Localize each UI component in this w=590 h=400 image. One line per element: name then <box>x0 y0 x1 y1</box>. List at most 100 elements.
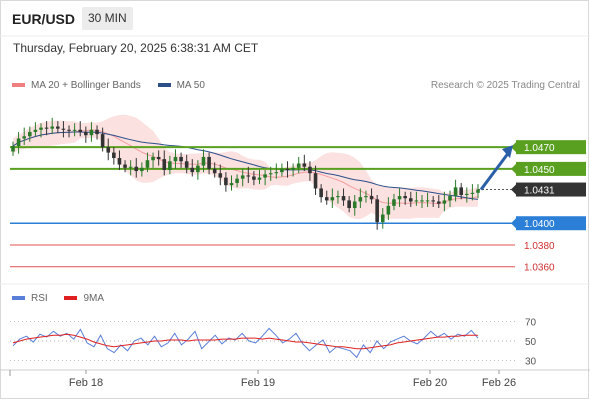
candle-body <box>263 174 267 178</box>
candle-body <box>308 166 312 174</box>
rsi-tick-label: 70 <box>525 318 537 329</box>
candle-body <box>16 138 21 147</box>
candle-body <box>302 163 307 167</box>
candle-body <box>56 126 60 129</box>
candle-body <box>268 173 273 175</box>
candle-body <box>464 193 469 195</box>
candle-body <box>436 201 441 204</box>
candle-body <box>162 159 167 170</box>
symbol-title: EUR/USD <box>12 11 76 27</box>
candle-body <box>375 199 379 223</box>
rsi-label: RSI <box>31 293 48 304</box>
candle-body <box>380 214 385 223</box>
x-tick-label: Feb 26 <box>482 377 516 389</box>
candle-body <box>364 196 368 198</box>
last-price-tag <box>516 182 586 197</box>
projection-arrow-line <box>479 151 511 191</box>
candle-body <box>218 173 223 178</box>
level-tag-resistance_2 <box>516 140 586 155</box>
rsi-line <box>12 327 479 359</box>
candle-body <box>235 178 239 184</box>
level-label-pivot: 1.0400 <box>524 219 555 230</box>
candle-body <box>22 136 27 139</box>
x-tick-label: Feb 20 <box>413 377 447 389</box>
candle-body <box>89 129 94 136</box>
candle-body <box>106 147 111 153</box>
candle-body <box>397 196 402 200</box>
candle-body <box>196 165 200 173</box>
bollinger-swatch <box>12 83 25 88</box>
candle-body <box>173 156 178 162</box>
legend-item-9ma: 9MA <box>64 293 104 304</box>
candle-body <box>184 161 189 168</box>
candle-body <box>319 188 323 198</box>
candle-body <box>78 129 83 132</box>
candle-body <box>392 199 396 206</box>
candle-body <box>134 166 139 172</box>
candle-body <box>280 168 284 173</box>
candle-body <box>145 160 150 168</box>
level-label-support_1: 1.0380 <box>524 241 555 252</box>
candle-body <box>274 172 279 174</box>
candle-body <box>61 128 66 130</box>
candle-body <box>128 166 133 168</box>
bollinger-label: MA 20 + Bollinger Bands <box>31 80 141 91</box>
level-tag-resistance_1 <box>516 161 586 176</box>
candle-body <box>112 152 116 159</box>
candle-body <box>50 126 55 129</box>
candle-body <box>95 129 99 135</box>
candle-body <box>291 167 295 170</box>
last-price-tag-arrow <box>511 184 516 195</box>
candle-body <box>39 127 43 130</box>
candle-body <box>352 201 357 209</box>
candle-body <box>33 129 38 132</box>
candle-body <box>246 175 251 177</box>
rsi-tick-label: 30 <box>525 356 537 367</box>
projection-arrow-head <box>502 145 513 159</box>
chart-header: EUR/USD 30 MIN <box>0 0 590 36</box>
candle-body <box>386 205 391 215</box>
candle-body <box>28 131 32 137</box>
timestamp-text: Thursday, February 20, 2025 6:38:31 AM C… <box>13 41 259 55</box>
candle-body <box>229 183 234 186</box>
candle-body <box>212 168 217 174</box>
candle-body <box>11 146 15 152</box>
candle-body <box>44 127 49 129</box>
candle-body <box>408 198 413 202</box>
legend-item-rsi: RSI <box>12 293 48 304</box>
candle-body <box>324 197 329 201</box>
candle-body <box>168 161 172 170</box>
interval-button[interactable]: 30 MIN <box>82 7 133 30</box>
candle-body <box>201 156 206 166</box>
candle-body <box>330 197 335 201</box>
last-price-label: 1.0431 <box>524 186 555 197</box>
candle-body <box>442 200 447 204</box>
candle-body <box>347 200 351 209</box>
candle-body <box>431 200 435 202</box>
candle-body <box>190 167 195 173</box>
level-tag-arrow-resistance_1 <box>511 163 516 174</box>
research-credit: Research © 2025 Trading Central <box>430 80 580 91</box>
level-label-support_2: 1.0360 <box>524 263 555 274</box>
ma9-swatch <box>64 296 78 301</box>
candle-body <box>459 187 463 195</box>
legend-item-bollinger: MA 20 + Bollinger Bands <box>12 80 141 91</box>
rsi-ma9-line <box>12 333 478 350</box>
level-tag-pivot <box>516 216 586 231</box>
candle-body <box>84 131 88 136</box>
candle-body <box>336 196 340 198</box>
candle-body <box>414 200 419 202</box>
level-label-resistance_1: 1.0450 <box>524 165 555 176</box>
level-tag-arrow-resistance_2 <box>511 142 516 153</box>
x-tick-label: Feb 19 <box>241 377 275 389</box>
candle-body <box>67 129 71 131</box>
candle-body <box>448 196 452 201</box>
candle-body <box>341 196 346 201</box>
ma50-swatch <box>157 83 171 88</box>
candle-body <box>285 168 290 170</box>
candle-body <box>117 158 122 165</box>
candle-body <box>207 156 211 169</box>
rsi-tick-label: 50 <box>525 337 537 348</box>
